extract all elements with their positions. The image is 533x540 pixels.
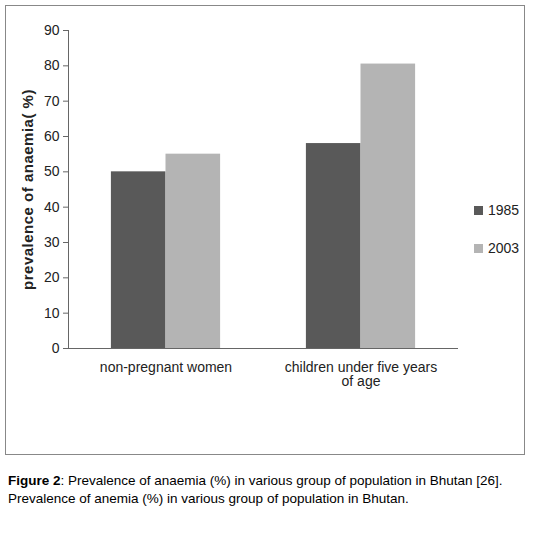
svg-text:60: 60 [44, 128, 60, 144]
svg-text:20: 20 [44, 269, 60, 285]
html-text:1985: 1985 [488, 202, 520, 218]
svg-text:non-pregnant women: non-pregnant women [100, 359, 232, 375]
svg-text:80: 80 [44, 57, 60, 73]
svg-text:50: 50 [44, 163, 60, 179]
html-text:Figure 2: Prevalence of anaemi: Figure 2: Prevalence of anaemia (%) in v… [8, 473, 503, 506]
svg-text:90: 90 [44, 22, 60, 38]
svg-text:70: 70 [44, 93, 60, 109]
svg-text:0: 0 [52, 340, 60, 356]
svg-text:prevalence of anaemia( %): prevalence of anaemia( %) [19, 89, 36, 290]
svg-text:30: 30 [44, 234, 60, 250]
svg-text:10: 10 [44, 305, 60, 321]
html-text:2003: 2003 [488, 240, 520, 256]
svg-text:40: 40 [44, 199, 60, 215]
svg-text:children under five yearsof ag: children under five yearsof age [285, 359, 438, 389]
